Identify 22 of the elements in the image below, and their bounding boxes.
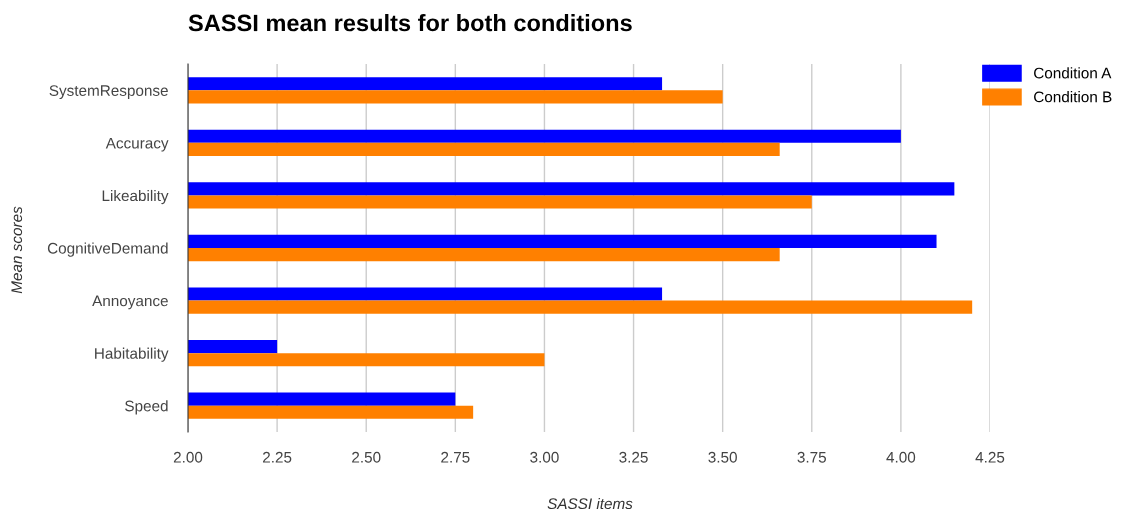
y-tick-label: SystemResponse bbox=[49, 85, 168, 99]
x-tick-label: 2.50 bbox=[352, 451, 381, 463]
x-tick-label: 2.25 bbox=[263, 451, 292, 463]
legend-label: Condition B bbox=[1034, 91, 1112, 103]
y-tick-label: Accuracy bbox=[105, 137, 169, 152]
x-tick-label: 4.00 bbox=[886, 451, 916, 463]
x-tick-label: 3.00 bbox=[530, 451, 559, 463]
y-tick-label: Likeability bbox=[102, 189, 169, 205]
x-tick-label: 3.75 bbox=[797, 451, 827, 463]
x-tick-label: 4.25 bbox=[975, 451, 1005, 463]
y-axis-title: Mean scores bbox=[11, 206, 23, 294]
x-tick-label: 2.00 bbox=[173, 451, 203, 463]
legend-label: Condition A bbox=[1034, 67, 1112, 79]
y-tick-label: Speed bbox=[125, 400, 168, 415]
x-tick-label: 3.25 bbox=[619, 451, 648, 463]
chart-title: SASSI mean results for both conditions bbox=[188, 14, 632, 32]
y-tick-label: Habitability bbox=[95, 347, 169, 362]
x-tick-label: 3.50 bbox=[708, 451, 737, 463]
x-axis-title: SASSI items bbox=[547, 497, 633, 510]
x-tick-label: 2.75 bbox=[441, 451, 470, 463]
y-tick-label: Annoyance bbox=[92, 295, 168, 310]
y-tick-label: CognitiveDemand bbox=[47, 242, 168, 257]
